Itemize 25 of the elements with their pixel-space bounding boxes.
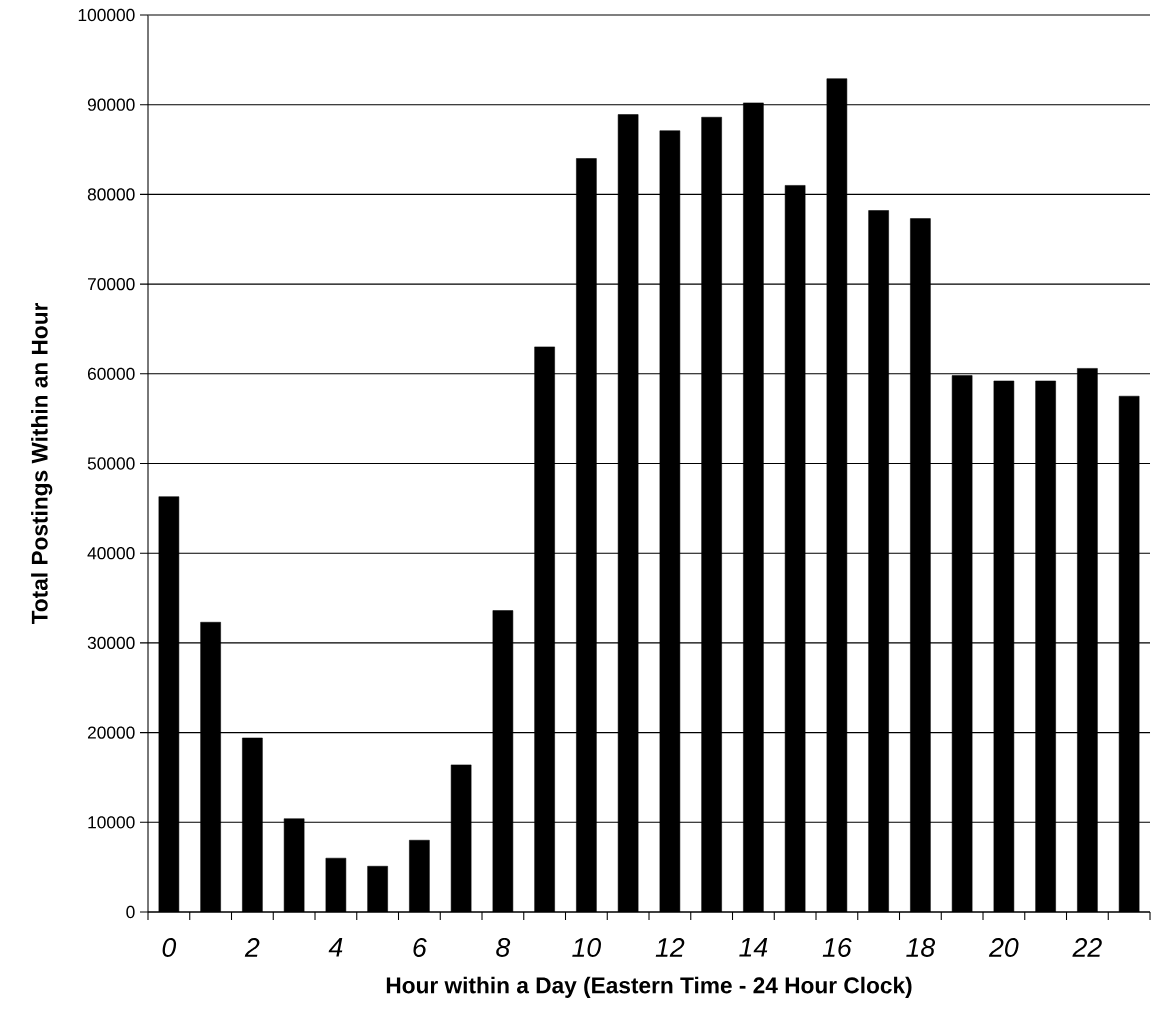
x-tick-label: 0 (162, 938, 177, 957)
x-tick-label: 12 (655, 938, 685, 957)
x-tick-label: 2 (244, 938, 260, 957)
y-tick-label: 30000 (87, 636, 135, 650)
x-tick-label: 8 (496, 938, 511, 957)
y-tick-label: 80000 (87, 188, 135, 201)
y-tick-label: 0 (126, 905, 135, 919)
y-tick-label: 50000 (87, 457, 135, 470)
x-tick-label: 14 (739, 938, 768, 957)
y-tick-label: 20000 (87, 726, 135, 739)
x-tick-label: 16 (822, 938, 852, 957)
x-axis-title: Hour within a Day (Eastern Time - 24 Hour Clock) (386, 976, 912, 998)
x-tick-label: 4 (328, 938, 343, 957)
y-tick-label: 90000 (87, 98, 135, 111)
y-tick-label: 40000 (87, 547, 135, 560)
y-tick-label: 100000 (78, 8, 135, 22)
y-tick-label: 60000 (87, 367, 135, 380)
x-tick-label: 22 (1072, 938, 1102, 957)
x-tick-label: 10 (572, 938, 601, 957)
y-tick-label: 10000 (88, 816, 135, 829)
x-tick-label: 18 (906, 938, 936, 957)
x-tick-label: 6 (413, 938, 427, 957)
y-tick-label: 70000 (87, 277, 135, 291)
y-axis-title: Total Postings Within an Hour (31, 302, 53, 625)
x-tick-label: 20 (988, 938, 1019, 957)
